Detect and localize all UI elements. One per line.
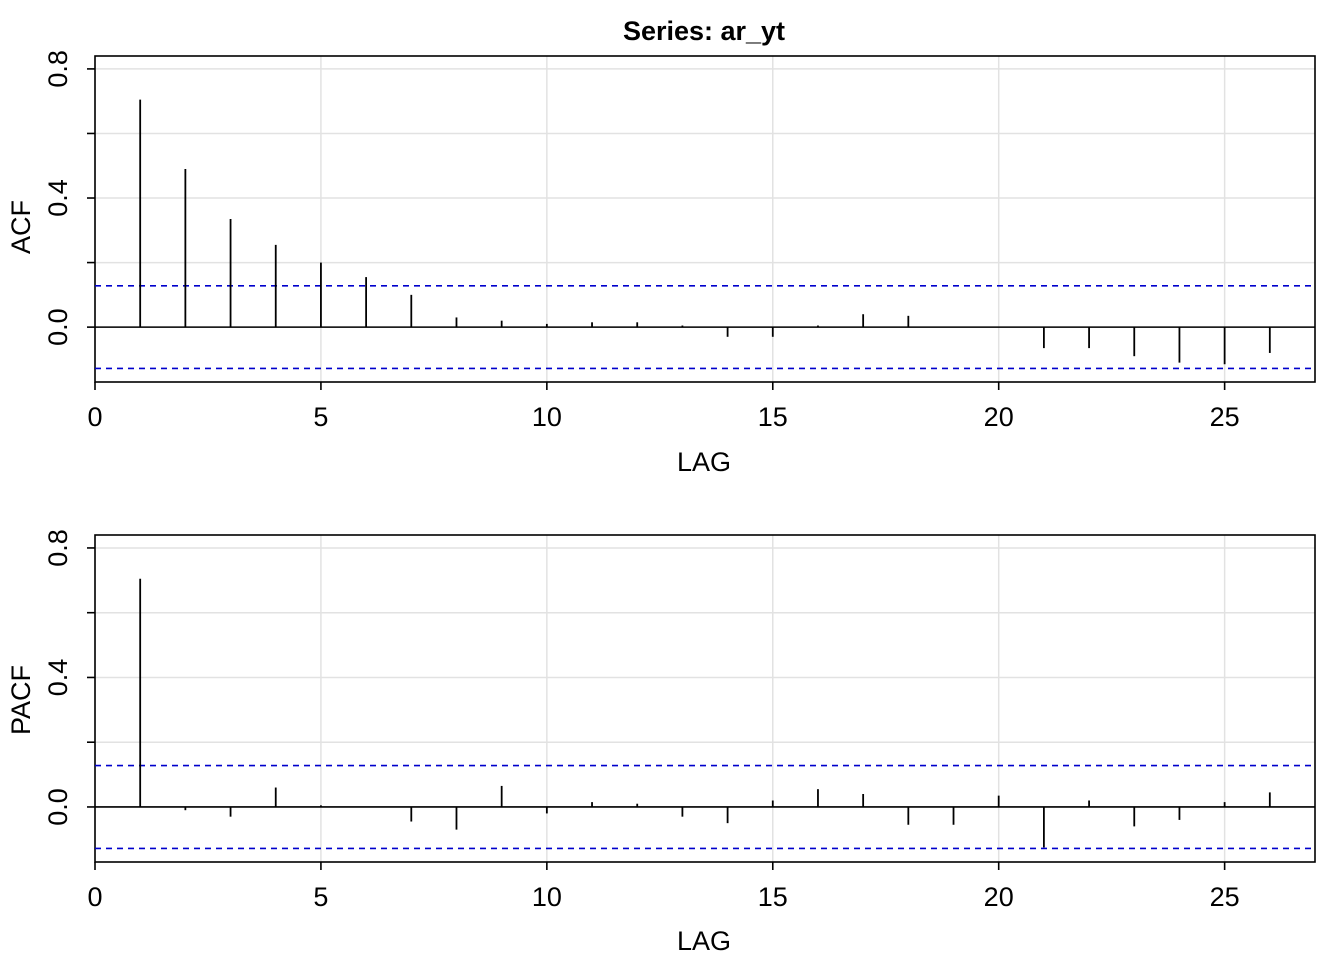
pacf-ylabel: PACF <box>6 665 36 735</box>
pacf-plot-frame <box>94 534 1316 863</box>
acf-xtick-label: 25 <box>1210 402 1240 432</box>
acf-xtick-label: 5 <box>313 402 328 432</box>
acf-plot-frame <box>94 55 1316 383</box>
pacf-xtick-label: 10 <box>532 882 562 912</box>
pacf-xtick-label: 15 <box>758 882 788 912</box>
pacf-ytick-label: 0.8 <box>43 529 73 567</box>
pacf-xtick-label: 25 <box>1210 882 1240 912</box>
acf-xtick-label: 15 <box>758 402 788 432</box>
acf-xtick-label: 0 <box>87 402 102 432</box>
chart-title: Series: ar_yt <box>623 16 785 46</box>
acf-ytick-label: 0.4 <box>43 179 73 217</box>
acf-panel: ACF LAG 0 5 10 15 20 25 0.0 0.4 0.8 <box>6 50 1316 477</box>
acf-ytick-label: 0.0 <box>43 308 73 346</box>
pacf-xtick-label: 20 <box>984 882 1014 912</box>
acf-ytick-label: 0.8 <box>43 50 73 88</box>
acf-xlabel: LAG <box>677 447 731 477</box>
pacf-xtick-label: 5 <box>313 882 328 912</box>
pacf-panel: PACF LAG 0 5 10 15 20 25 0.0 0.4 0.8 <box>6 529 1316 956</box>
acf-xtick-label: 20 <box>984 402 1014 432</box>
pacf-xlabel: LAG <box>677 926 731 956</box>
pacf-ytick-label: 0.4 <box>43 659 73 697</box>
acf-ylabel: ACF <box>6 200 36 254</box>
acf-xtick-label: 10 <box>532 402 562 432</box>
pacf-xtick-label: 0 <box>87 882 102 912</box>
pacf-ytick-label: 0.0 <box>43 788 73 826</box>
